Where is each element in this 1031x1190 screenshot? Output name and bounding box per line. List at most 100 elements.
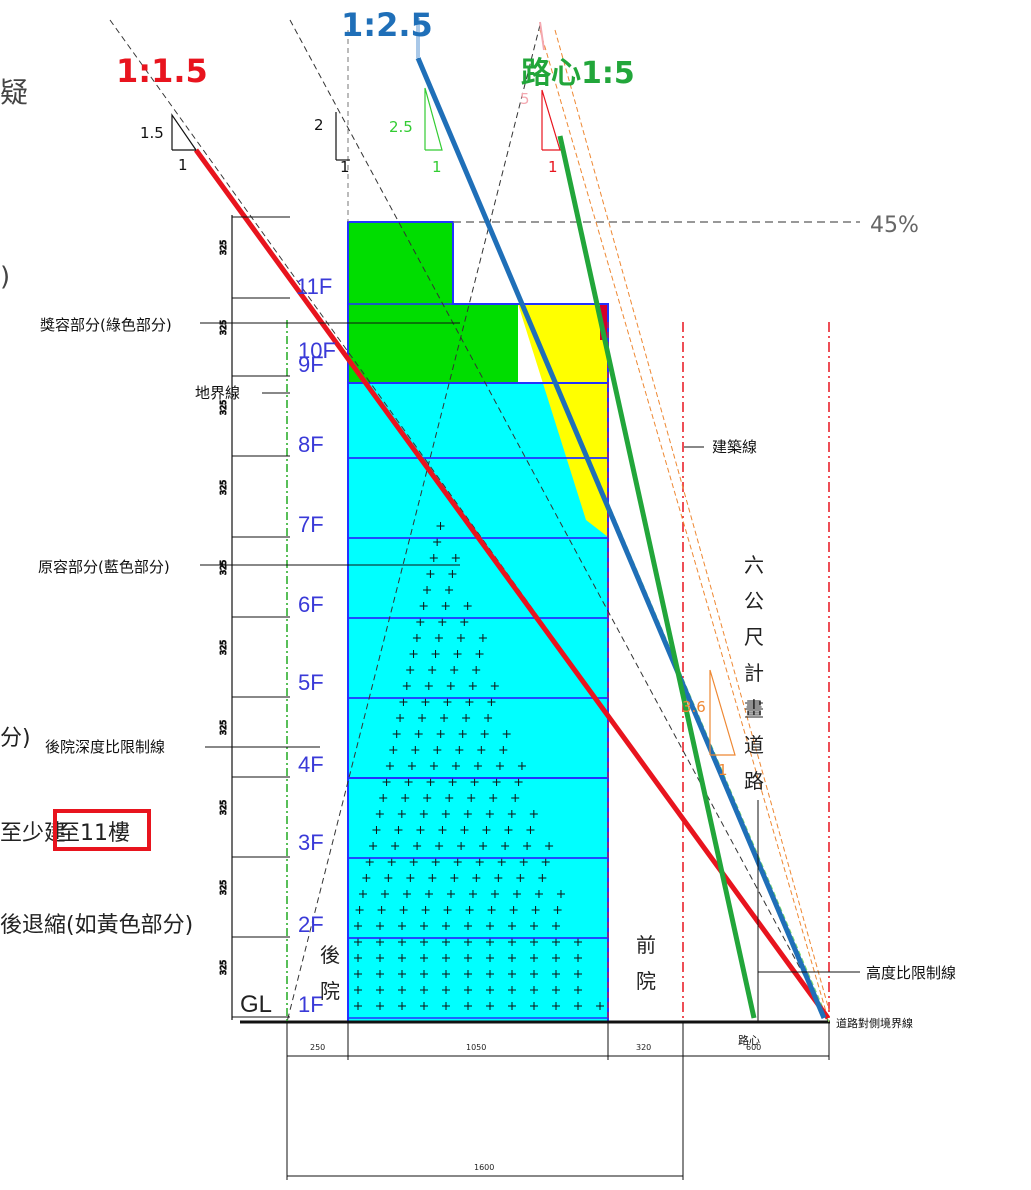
plus-mark <box>460 826 469 834</box>
dashed-limit-lines <box>109 19 830 1023</box>
plus-mark <box>465 906 474 914</box>
plus-mark <box>465 698 474 706</box>
bonus-volume-10f <box>348 304 518 383</box>
plus-mark <box>530 922 538 930</box>
plus-mark <box>402 682 411 690</box>
floor-label-3f: 3F <box>298 830 324 855</box>
plus-mark <box>480 730 489 738</box>
plus-mark <box>486 938 494 946</box>
plus-mark <box>448 778 457 786</box>
plus-mark <box>512 890 521 898</box>
bonus-part-label: 獎容部分(綠色部分) <box>40 316 172 334</box>
plus-mark <box>399 698 408 706</box>
plus-mark <box>530 1002 538 1010</box>
plus-mark <box>507 810 516 818</box>
slope-1-5-run: 1 <box>178 156 188 174</box>
plus-mark <box>531 906 540 914</box>
highlight-box <box>53 809 151 851</box>
setback-red-sliver <box>600 304 608 340</box>
plus-mark <box>419 810 428 818</box>
plus-mark <box>429 554 438 562</box>
floor-label-5f: 5F <box>298 670 324 695</box>
plus-mark <box>442 954 450 962</box>
plus-mark <box>433 746 442 754</box>
original-part-label: 原容部分(藍色部分) <box>38 558 170 576</box>
plus-mark <box>426 570 435 578</box>
plus-mark <box>375 810 384 818</box>
plus-mark <box>354 1002 362 1010</box>
plus-mark <box>435 842 444 850</box>
plus-mark <box>398 970 406 978</box>
plus-mark <box>419 602 428 610</box>
rear-yard-label: 院 <box>320 979 340 1003</box>
plus-mark <box>486 1002 494 1010</box>
lot-line-label: 地界線 <box>195 384 240 402</box>
plus-mark <box>552 922 560 930</box>
plus-mark <box>473 762 482 770</box>
floor-label-9f: 9F <box>298 352 324 377</box>
plus-mark <box>508 986 516 994</box>
plus-mark <box>457 842 466 850</box>
plus-mark <box>494 874 503 882</box>
floor-height-mark: 325 <box>219 320 228 335</box>
plus-mark <box>477 746 486 754</box>
plus-mark <box>552 970 560 978</box>
dim-1600: 1600 <box>474 1163 494 1172</box>
plus-mark <box>523 842 532 850</box>
plus-mark <box>376 986 384 994</box>
plus-mark <box>487 906 496 914</box>
plus-mark <box>552 986 560 994</box>
floor-height-mark: 325 <box>219 560 228 575</box>
plus-mark <box>391 842 400 850</box>
plus-mark <box>398 922 406 930</box>
plus-mark <box>431 858 440 866</box>
plus-mark <box>409 650 418 658</box>
edge-text-2: ) <box>0 262 10 292</box>
floor-label-8f: 8F <box>298 432 324 457</box>
floor-height-mark: 325 <box>219 640 228 655</box>
plus-mark <box>376 922 384 930</box>
floor-label-2f: 2F <box>298 912 324 937</box>
plus-mark <box>411 746 420 754</box>
setback-yellow-upper <box>518 304 608 383</box>
edge-text-3b: 至11樓 <box>58 821 130 846</box>
plus-mark <box>545 842 554 850</box>
floor-height-mark: 325 <box>219 800 228 815</box>
plus-mark <box>464 986 472 994</box>
plus-mark <box>384 874 393 882</box>
plus-mark <box>402 890 411 898</box>
plus-mark <box>409 858 418 866</box>
plus-mark <box>421 698 430 706</box>
slope-5-rise: 5 <box>520 90 530 108</box>
plus-mark <box>438 618 447 626</box>
plus-mark <box>438 826 447 834</box>
plus-mark <box>508 970 516 978</box>
plus-mark <box>529 810 538 818</box>
plus-mark <box>460 618 469 626</box>
slope-5-run: 1 <box>548 158 558 176</box>
plus-mark <box>534 890 543 898</box>
floor-height-mark: 325 <box>219 720 228 735</box>
plus-mark <box>428 874 437 882</box>
plus-mark <box>412 634 421 642</box>
plus-mark <box>479 842 488 850</box>
plus-mark <box>475 650 484 658</box>
plus-mark <box>398 954 406 962</box>
plus-mark <box>446 682 455 690</box>
rear-limit-label: 後院深度比限制線 <box>45 738 165 756</box>
plus-mark <box>489 794 498 802</box>
plus-mark <box>574 1002 582 1010</box>
edge-text-4: 後退縮(如黃色部分) <box>0 913 193 938</box>
plus-mark <box>538 874 547 882</box>
plus-mark <box>451 762 460 770</box>
dim-1050: 1050 <box>466 1043 486 1052</box>
plus-mark <box>406 874 415 882</box>
plus-mark <box>442 922 450 930</box>
plus-mark <box>552 938 560 946</box>
plus-mark <box>426 778 435 786</box>
edge-text-5: 分) <box>0 726 31 751</box>
plus-mark <box>574 986 582 994</box>
ratio-green: 路心1:5 <box>521 56 635 91</box>
plus-mark <box>389 746 398 754</box>
